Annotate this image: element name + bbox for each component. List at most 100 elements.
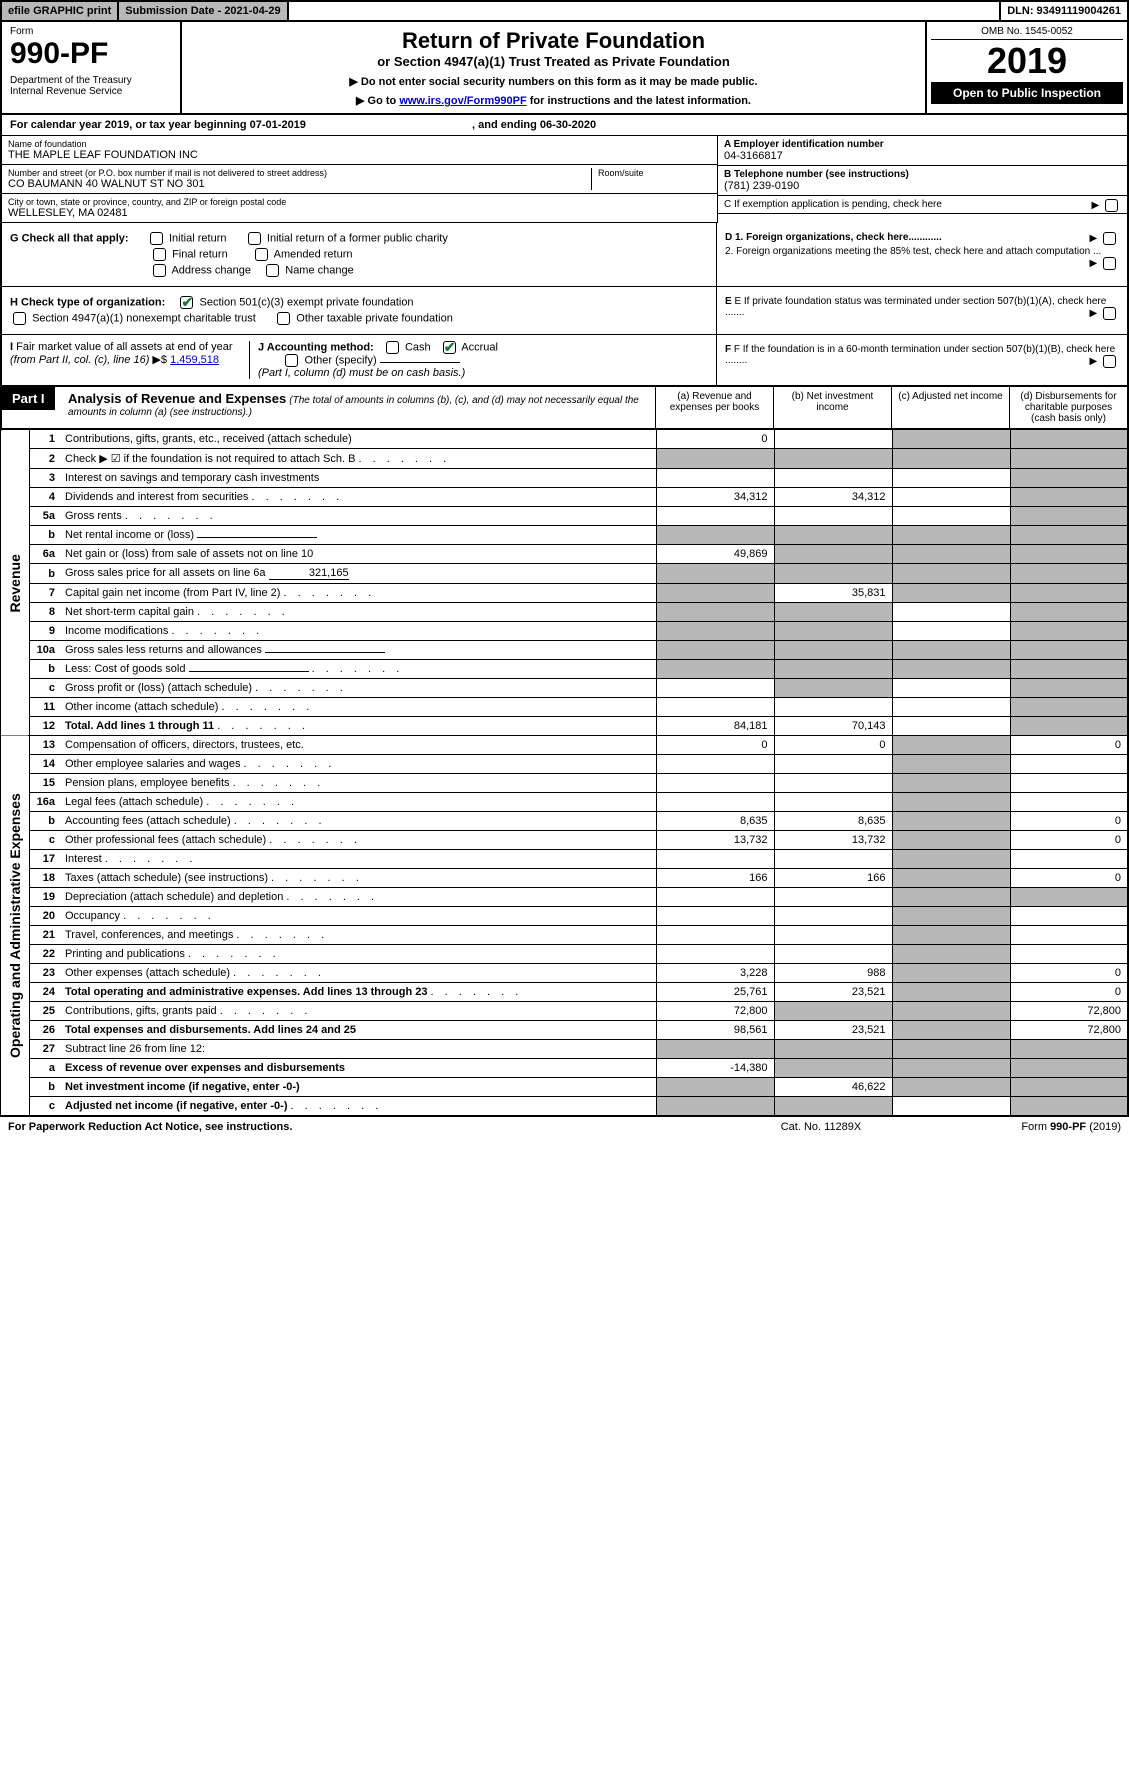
amount-col-a: 72,800 bbox=[656, 1002, 774, 1021]
table-row: 6aNet gain or (loss) from sale of assets… bbox=[1, 545, 1128, 564]
amount-col-a bbox=[656, 1097, 774, 1116]
amount-col-a bbox=[656, 564, 774, 584]
table-row: 12Total. Add lines 1 through 11 . . . . … bbox=[1, 717, 1128, 736]
amount-col-c bbox=[892, 888, 1010, 907]
line-description: Gross profit or (loss) (attach schedule)… bbox=[61, 679, 656, 698]
line-number: 10a bbox=[29, 641, 61, 660]
table-row: bLess: Cost of goods sold . . . . . . . bbox=[1, 660, 1128, 679]
amount-col-b bbox=[774, 698, 892, 717]
table-row: 10aGross sales less returns and allowanc… bbox=[1, 641, 1128, 660]
amount-col-b bbox=[774, 1097, 892, 1116]
4947-checkbox[interactable] bbox=[13, 312, 26, 325]
amended-return-checkbox[interactable] bbox=[255, 248, 268, 261]
amount-col-c bbox=[892, 774, 1010, 793]
60month-checkbox[interactable] bbox=[1103, 355, 1116, 368]
initial-former-checkbox[interactable] bbox=[248, 232, 261, 245]
note-ssn: ▶ Do not enter social security numbers o… bbox=[188, 75, 919, 88]
table-row: 24Total operating and administrative exp… bbox=[1, 983, 1128, 1002]
line-number: c bbox=[29, 831, 61, 850]
amount-col-c bbox=[892, 945, 1010, 964]
amount-col-d bbox=[1010, 545, 1128, 564]
name-change-checkbox[interactable] bbox=[266, 264, 279, 277]
line-description: Gross rents . . . . . . . bbox=[61, 507, 656, 526]
foreign-85-checkbox[interactable] bbox=[1103, 257, 1116, 270]
fmv-link[interactable]: 1,459,518 bbox=[170, 354, 219, 366]
amount-col-a bbox=[656, 507, 774, 526]
line-description: Accounting fees (attach schedule) . . . … bbox=[61, 812, 656, 831]
amount-col-b: 70,143 bbox=[774, 717, 892, 736]
amount-col-b: 988 bbox=[774, 964, 892, 983]
amount-col-b: 35,831 bbox=[774, 584, 892, 603]
footer-formref: Form 990-PF (2019) bbox=[921, 1121, 1121, 1133]
amount-col-c bbox=[892, 907, 1010, 926]
line-description: Other expenses (attach schedule) . . . .… bbox=[61, 964, 656, 983]
accrual-checkbox[interactable] bbox=[443, 341, 456, 354]
amount-col-d bbox=[1010, 1097, 1128, 1116]
line-description: Other income (attach schedule) . . . . .… bbox=[61, 698, 656, 717]
amount-col-a bbox=[656, 945, 774, 964]
line-description: Check ▶ ☑ if the foundation is not requi… bbox=[61, 449, 656, 469]
line-description: Income modifications . . . . . . . bbox=[61, 622, 656, 641]
line-description: Capital gain net income (from Part IV, l… bbox=[61, 584, 656, 603]
amount-col-c bbox=[892, 983, 1010, 1002]
line-description: Interest on savings and temporary cash i… bbox=[61, 469, 656, 488]
amount-col-d bbox=[1010, 717, 1128, 736]
line-number: b bbox=[29, 1078, 61, 1097]
cash-checkbox[interactable] bbox=[386, 341, 399, 354]
line-description: Net gain or (loss) from sale of assets n… bbox=[61, 545, 656, 564]
table-row: 18Taxes (attach schedule) (see instructi… bbox=[1, 869, 1128, 888]
amount-col-b bbox=[774, 1002, 892, 1021]
table-row: bAccounting fees (attach schedule) . . .… bbox=[1, 812, 1128, 831]
part1-header-row: Part I Analysis of Revenue and Expenses … bbox=[0, 387, 1129, 430]
revenue-section-label: Revenue bbox=[1, 430, 29, 736]
initial-return-checkbox[interactable] bbox=[150, 232, 163, 245]
amount-col-a: 0 bbox=[656, 736, 774, 755]
open-inspection: Open to Public Inspection bbox=[931, 82, 1123, 104]
amount-col-c bbox=[892, 603, 1010, 622]
line-description: Other professional fees (attach schedule… bbox=[61, 831, 656, 850]
department: Department of the TreasuryInternal Reven… bbox=[10, 75, 172, 97]
amount-col-b bbox=[774, 564, 892, 584]
amount-col-b bbox=[774, 430, 892, 449]
line-number: 19 bbox=[29, 888, 61, 907]
line-number: 1 bbox=[29, 430, 61, 449]
foreign-org-checkbox[interactable] bbox=[1103, 232, 1116, 245]
amount-col-c bbox=[892, 545, 1010, 564]
amount-col-d bbox=[1010, 564, 1128, 584]
amount-col-b bbox=[774, 1059, 892, 1078]
terminated-checkbox[interactable] bbox=[1103, 307, 1116, 320]
amount-col-c bbox=[892, 584, 1010, 603]
amount-col-a bbox=[656, 526, 774, 545]
other-method-checkbox[interactable] bbox=[285, 354, 298, 367]
amount-col-c bbox=[892, 717, 1010, 736]
amount-col-d bbox=[1010, 1040, 1128, 1059]
address-change-checkbox[interactable] bbox=[153, 264, 166, 277]
exemption-pending-cell: C If exemption application is pending, c… bbox=[718, 196, 1127, 214]
final-return-checkbox[interactable] bbox=[153, 248, 166, 261]
header-right: OMB No. 1545-0052 2019 Open to Public In… bbox=[927, 22, 1127, 113]
amount-col-d bbox=[1010, 907, 1128, 926]
table-row: bNet investment income (if negative, ent… bbox=[1, 1078, 1128, 1097]
table-row: cOther professional fees (attach schedul… bbox=[1, 831, 1128, 850]
amount-col-b bbox=[774, 622, 892, 641]
amount-col-b: 13,732 bbox=[774, 831, 892, 850]
amount-col-a bbox=[656, 755, 774, 774]
table-row: 14Other employee salaries and wages . . … bbox=[1, 755, 1128, 774]
irs-link[interactable]: www.irs.gov/Form990PF bbox=[399, 95, 526, 107]
footer: For Paperwork Reduction Act Notice, see … bbox=[0, 1116, 1129, 1137]
address-cell: Number and street (or P.O. box number if… bbox=[2, 165, 717, 194]
amount-col-b bbox=[774, 755, 892, 774]
amount-col-a: 49,869 bbox=[656, 545, 774, 564]
other-taxable-checkbox[interactable] bbox=[277, 312, 290, 325]
501c3-checkbox[interactable] bbox=[180, 296, 193, 309]
amount-col-a: 84,181 bbox=[656, 717, 774, 736]
amount-col-b: 23,521 bbox=[774, 983, 892, 1002]
exemption-checkbox[interactable] bbox=[1105, 199, 1118, 212]
amount-col-a bbox=[656, 584, 774, 603]
line-description: Less: Cost of goods sold . . . . . . . bbox=[61, 660, 656, 679]
amount-col-c bbox=[892, 641, 1010, 660]
amount-col-b: 34,312 bbox=[774, 488, 892, 507]
ein: 04-3166817 bbox=[724, 150, 1121, 162]
line-number: 15 bbox=[29, 774, 61, 793]
col-c-header: (c) Adjusted net income bbox=[891, 387, 1009, 428]
